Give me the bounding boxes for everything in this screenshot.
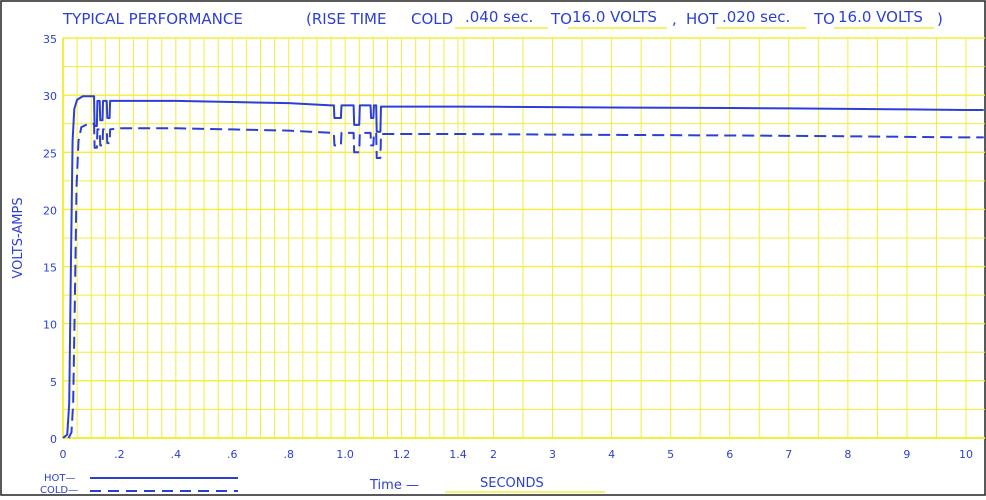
series-line-cold [67, 122, 984, 439]
legend-hot-label: HOT— [44, 473, 76, 484]
series-line-hot [62, 95, 984, 439]
rise-close-paren: ) [937, 10, 943, 28]
x-tick-label: 1.4 [449, 448, 467, 461]
legend-cold-label: COLD— [40, 485, 78, 496]
chart-title: TYPICAL PERFORMANCE [62, 10, 243, 28]
y-tick-label: 30 [43, 90, 57, 103]
x-tick-label: 5 [667, 448, 674, 461]
y-tick-label: 25 [43, 147, 57, 160]
rise-cold-time: .040 sec. [465, 8, 533, 26]
rise-to-1: TO [550, 10, 572, 28]
x-tick-label: 0 [60, 448, 67, 461]
x-tick-label: .6 [227, 448, 238, 461]
y-tick-label: 35 [43, 33, 57, 46]
x-tick-label: 1.0 [336, 448, 354, 461]
rise-hot-time: .020 sec. [722, 8, 790, 26]
x-tick-labels: 0 .2 .4 .6 .8 1.0 1.2 1.4 2 3 4 5 6 7 8 9 10 [60, 448, 974, 461]
x-tick-label: 8 [844, 448, 851, 461]
rise-cold-label: COLD [411, 10, 453, 28]
rise-cold-volts: 16.0 VOLTS [572, 8, 657, 26]
x-axis-title-unit: SECONDS [480, 476, 544, 491]
x-tick-label: .8 [283, 448, 294, 461]
y-tick-labels: 0 5 10 15 20 25 30 35 [43, 33, 57, 446]
x-tick-label: 10 [959, 448, 973, 461]
rise-separator: , [672, 10, 677, 28]
x-tick-label: 3 [549, 448, 556, 461]
y-tick-label: 15 [43, 262, 57, 275]
x-tick-label: .4 [171, 448, 182, 461]
y-tick-label: 10 [43, 319, 57, 332]
x-tick-label: 1.2 [393, 448, 411, 461]
y-tick-label: 0 [50, 433, 57, 446]
x-tick-label: .2 [114, 448, 125, 461]
series-layer [62, 95, 984, 439]
grid-minor [62, 37, 985, 439]
x-tick-label: 6 [726, 448, 733, 461]
legend: HOT— COLD— [40, 473, 238, 496]
rise-time-prefix: (RISE TIME [306, 10, 386, 28]
x-tick-label: 2 [490, 448, 497, 461]
rise-hot-label: HOT [686, 10, 719, 28]
x-tick-label: 4 [608, 448, 615, 461]
x-tick-label: 7 [785, 448, 792, 461]
y-tick-label: 20 [43, 204, 57, 217]
rise-hot-volts: 16.0 VOLTS [838, 8, 923, 26]
grid-major [62, 38, 985, 439]
x-tick-label: 9 [903, 448, 910, 461]
x-axis-title-prefix: Time — [369, 478, 419, 493]
y-tick-label: 5 [50, 376, 57, 389]
y-axis-label: VOLTS-AMPS [11, 197, 26, 278]
rise-to-2: TO [813, 10, 835, 28]
